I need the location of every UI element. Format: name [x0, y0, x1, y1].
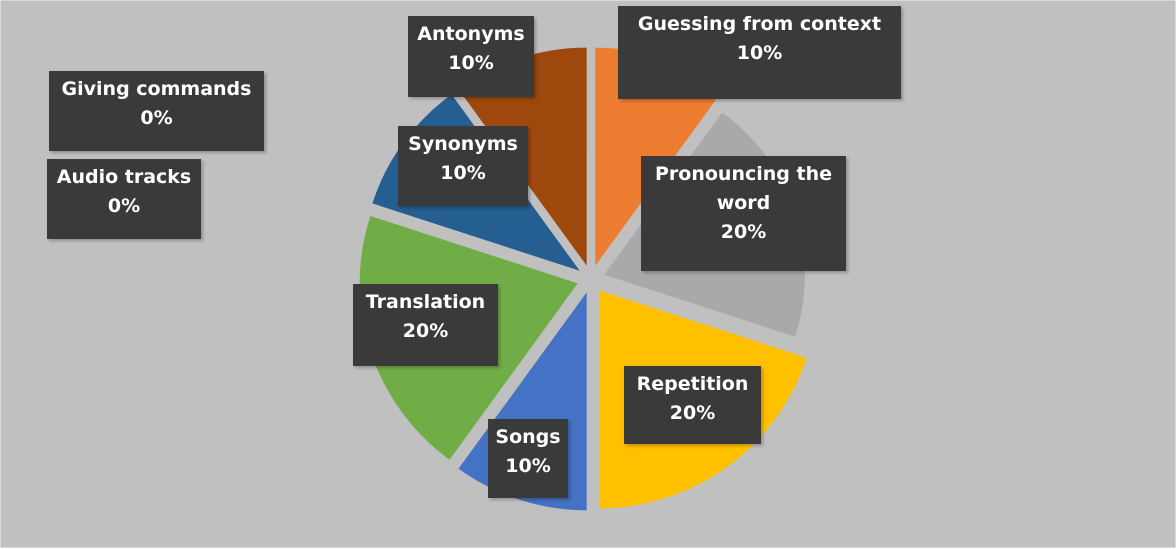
data-label: Antonyms 10% [408, 16, 534, 97]
data-label: Giving commands 0% [49, 71, 264, 151]
data-label: Audio tracks 0% [47, 159, 201, 239]
category-label: Repetition [636, 373, 749, 395]
category-label: Audio tracks [56, 166, 192, 188]
category-label: Antonyms [417, 23, 525, 45]
value-label: 0% [107, 195, 141, 217]
category-label: Translation [365, 291, 486, 313]
value-label: 10% [448, 52, 494, 74]
data-label: Synonyms 10% [398, 126, 528, 206]
data-label: Pronouncing the word 20% [641, 156, 846, 271]
category-label: Songs [495, 426, 561, 448]
category-label: Giving commands [61, 78, 252, 100]
value-label: 20% [402, 320, 449, 342]
category-label: Guessing from context [637, 13, 882, 35]
data-label: Translation 20% [353, 284, 498, 366]
value-label: 10% [505, 455, 551, 477]
value-label: 10% [440, 162, 486, 184]
category-label: Pronouncing the word [655, 163, 832, 214]
value-label: 20% [720, 221, 767, 243]
value-label: 10% [736, 42, 783, 64]
data-label: Guessing from context 10% [618, 6, 901, 99]
value-label: 0% [140, 107, 173, 129]
category-label: Synonyms [408, 133, 518, 155]
data-label: Songs 10% [488, 419, 568, 498]
value-label: 20% [669, 402, 716, 424]
data-label: Repetition 20% [624, 366, 761, 444]
